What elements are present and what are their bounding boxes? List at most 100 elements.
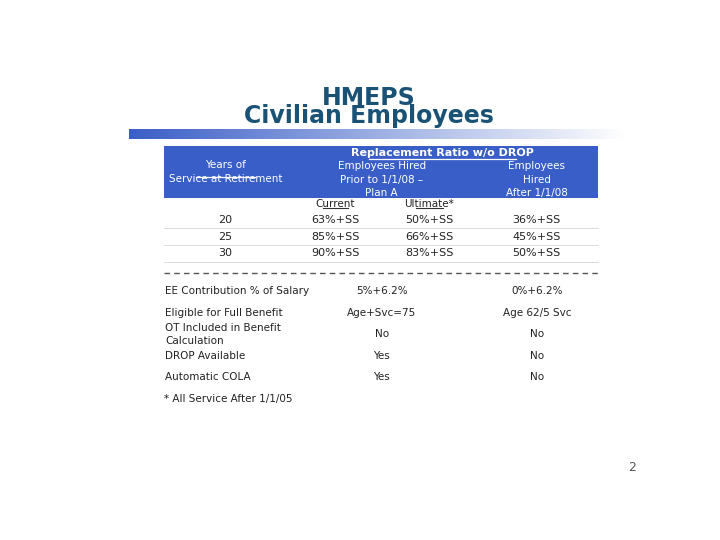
Bar (329, 130, 331, 139)
Bar (510, 130, 513, 139)
Bar (474, 130, 477, 139)
Bar (223, 130, 225, 139)
Bar (393, 130, 395, 139)
Bar (322, 130, 324, 139)
Bar (469, 130, 472, 139)
Bar (413, 130, 415, 139)
Bar (577, 130, 579, 139)
Bar (165, 130, 167, 139)
Text: No: No (530, 329, 544, 339)
Bar (334, 130, 336, 139)
Bar (274, 130, 276, 139)
Bar (301, 130, 302, 139)
Bar (504, 130, 506, 139)
Bar (550, 130, 552, 139)
Bar (438, 130, 440, 139)
Bar (302, 130, 305, 139)
Bar (560, 130, 562, 139)
Bar (383, 130, 385, 139)
Bar (605, 130, 607, 139)
Text: 90%+SS: 90%+SS (311, 248, 359, 259)
Text: Employees
Hired
After 1/1/08: Employees Hired After 1/1/08 (506, 161, 568, 198)
Bar (309, 130, 311, 139)
Bar (552, 130, 554, 139)
Bar (231, 130, 233, 139)
Bar (195, 130, 197, 139)
Bar (387, 130, 389, 139)
Bar (221, 130, 223, 139)
Bar (304, 130, 306, 139)
Bar (139, 130, 140, 139)
Bar (287, 146, 598, 161)
Bar (514, 130, 516, 139)
Bar (570, 130, 572, 139)
Bar (613, 130, 615, 139)
Bar (587, 130, 589, 139)
Bar (435, 130, 436, 139)
Bar (319, 130, 321, 139)
Bar (598, 130, 600, 139)
Bar (142, 130, 144, 139)
Bar (325, 130, 328, 139)
Bar (461, 130, 463, 139)
Bar (163, 146, 287, 198)
Bar (132, 130, 134, 139)
Bar (336, 130, 338, 139)
Bar (403, 130, 405, 139)
Bar (600, 130, 602, 139)
Bar (253, 130, 255, 139)
Bar (459, 130, 462, 139)
Bar (190, 130, 192, 139)
Bar (416, 130, 418, 139)
Bar (621, 130, 624, 139)
Bar (347, 130, 349, 139)
Bar (580, 130, 582, 139)
Bar (259, 130, 261, 139)
Bar (397, 130, 399, 139)
Bar (611, 130, 613, 139)
Bar (228, 130, 230, 139)
Bar (487, 130, 490, 139)
Bar (167, 130, 168, 139)
Text: 63%+SS: 63%+SS (311, 214, 359, 225)
Bar (286, 130, 288, 139)
Bar (583, 130, 585, 139)
Bar (407, 130, 408, 139)
Bar (524, 130, 526, 139)
Bar (294, 130, 296, 139)
Bar (292, 130, 294, 139)
Bar (468, 130, 469, 139)
Bar (454, 130, 456, 139)
Bar (451, 130, 453, 139)
Bar (529, 130, 531, 139)
Bar (269, 130, 271, 139)
Text: 30: 30 (219, 248, 233, 259)
Bar (443, 130, 445, 139)
Text: No: No (530, 351, 544, 361)
Bar (606, 130, 608, 139)
Bar (616, 130, 618, 139)
Text: OT Included in Benefit
Calculation: OT Included in Benefit Calculation (165, 323, 281, 346)
Text: Civilian Employees: Civilian Employees (244, 104, 494, 127)
Bar (296, 130, 298, 139)
Bar (330, 130, 333, 139)
Bar (143, 130, 145, 139)
Bar (243, 130, 245, 139)
Bar (593, 130, 595, 139)
Text: 83%+SS: 83%+SS (405, 248, 454, 259)
Bar (202, 130, 204, 139)
Bar (428, 130, 430, 139)
Bar (153, 130, 156, 139)
Text: Age+Svc=75: Age+Svc=75 (347, 308, 416, 318)
Bar (489, 130, 491, 139)
Bar (198, 130, 200, 139)
Text: Automatic COLA: Automatic COLA (165, 373, 251, 382)
Bar (521, 130, 523, 139)
Text: HMEPS: HMEPS (322, 86, 416, 110)
Bar (519, 130, 521, 139)
Bar (567, 130, 569, 139)
Bar (254, 130, 256, 139)
Text: No: No (374, 329, 389, 339)
Text: 20: 20 (219, 214, 233, 225)
Bar (246, 130, 248, 139)
